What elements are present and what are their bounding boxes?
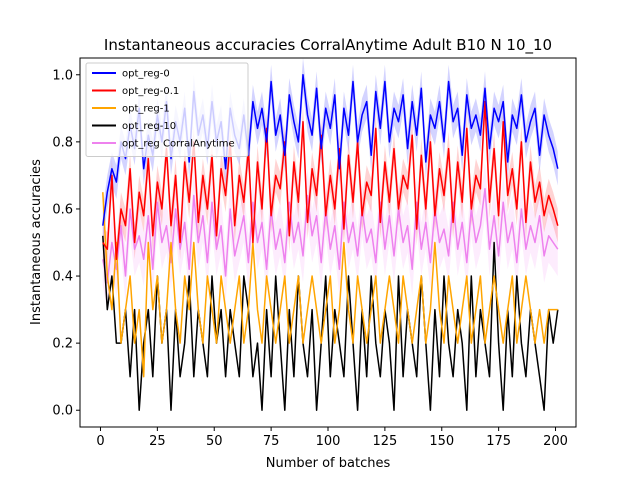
x-tick-label: 150 [429, 434, 454, 449]
x-tick-label: 50 [206, 434, 223, 449]
y-axis: 0.0 0.2 0.4 0.6 0.8 1.0 [52, 68, 80, 419]
band-opt-reg-corralanytime [102, 162, 558, 310]
x-tick-label: 0 [96, 434, 104, 449]
legend: opt_reg-0 opt_reg-0.1 opt_reg-1 opt_reg-10o… [85, 62, 249, 157]
y-tick-label: 0.6 [52, 202, 73, 217]
x-tick-label: 200 [543, 434, 568, 449]
line-opt-reg-corralanytime [102, 188, 559, 284]
legend-label: opt_reg-10 [122, 121, 176, 132]
line-opt-reg-10 [102, 235, 559, 411]
legend-label: opt_reg-1 [122, 104, 170, 115]
y-tick-label: 0.2 [52, 337, 73, 352]
x-tick-label: 75 [263, 434, 280, 449]
chart-title: Instantaneous accuracies CorralAnytime A… [104, 36, 552, 55]
x-tick-label: 100 [316, 434, 341, 449]
legend-box [85, 62, 249, 157]
line-opt-reg-0-1 [102, 100, 559, 261]
x-axis-label: Number of batches [266, 456, 391, 471]
legend-label: opt_reg-0.1 [122, 86, 179, 97]
legend-label: opt_reg-0 [122, 69, 170, 80]
legend-label: opt_reg CorralAnytime [122, 139, 235, 150]
y-tick-label: 0.4 [52, 270, 73, 285]
y-tick-label: 1.0 [52, 68, 73, 83]
x-axis: 0 25 50 75 100 125 150 175 200 [96, 427, 568, 449]
y-axis-label: Instantaneous accuracies [29, 159, 44, 325]
y-tick-label: 0.8 [52, 135, 73, 150]
x-tick-label: 175 [486, 434, 511, 449]
line-opt-reg-1 [102, 192, 558, 378]
y-tick-label: 0.0 [52, 404, 73, 419]
x-tick-label: 25 [149, 434, 166, 449]
x-tick-label: 125 [372, 434, 397, 449]
